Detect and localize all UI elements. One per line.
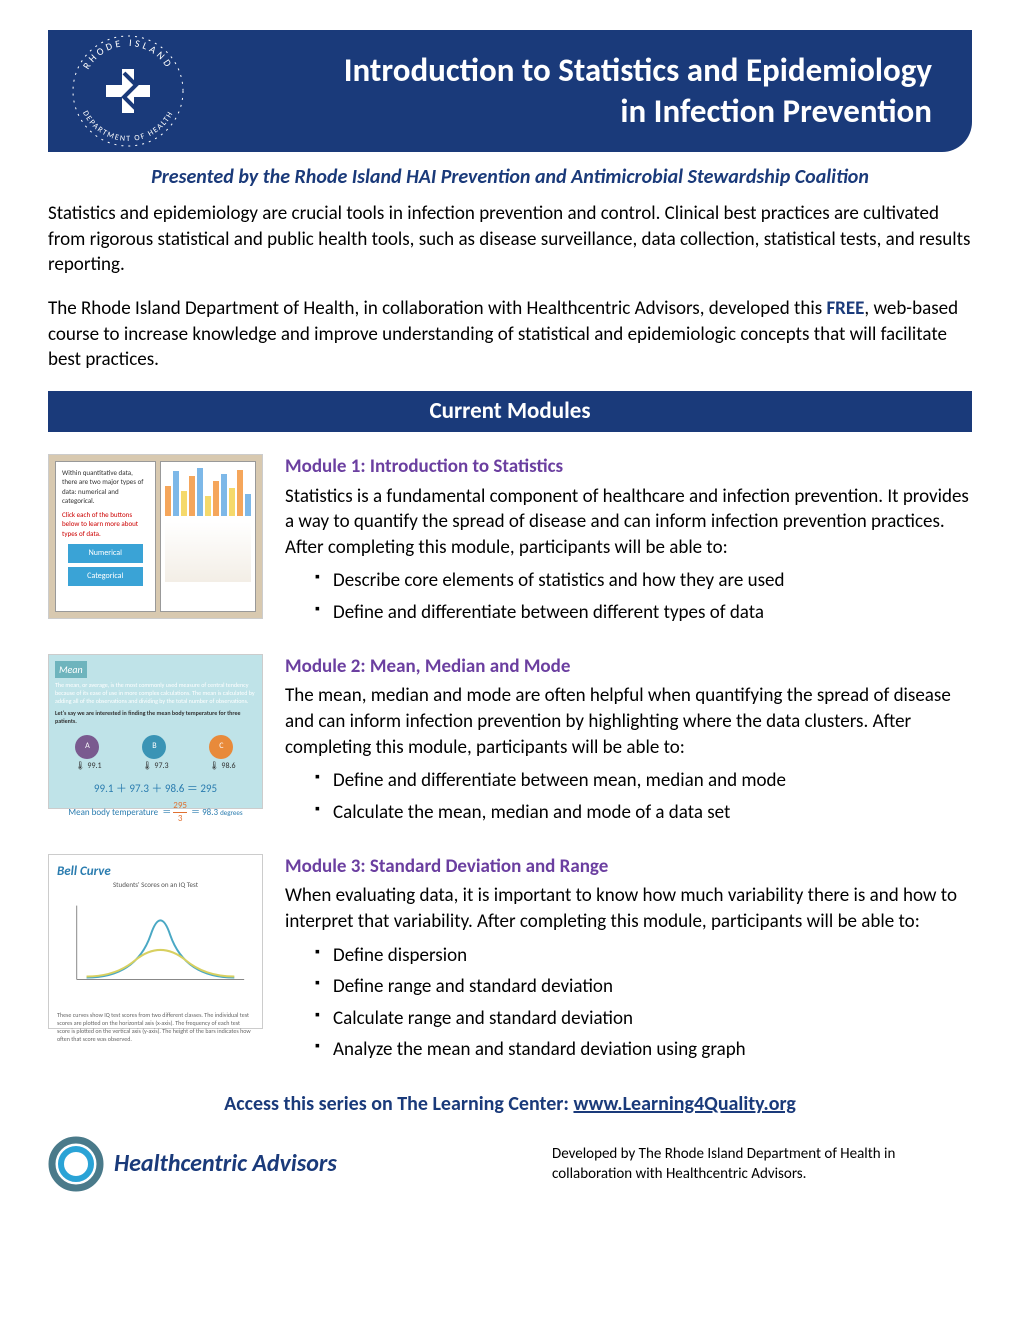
intro-para2: The Rhode Island Department of Health, i… [48,296,972,373]
module-2-bullets: Define and differentiate between mean, m… [285,768,972,825]
module-3-desc: When evaluating data, it is important to… [285,883,972,934]
svg-text:DEPARTMENT OF HEALTH: DEPARTMENT OF HEALTH [80,109,176,144]
access-prefix: Access this series on The Learning Cente… [224,1092,573,1116]
thumb2-result: 98.3 [202,807,218,818]
bullet-item: Describe core elements of statistics and… [315,568,972,594]
module-1-thumbnail: Within quantitative data, there are two … [48,454,263,619]
module-2-thumbnail: Mean The mean, or average, is the most c… [48,654,263,809]
thumb2-line: Let's say we are interested in finding t… [55,709,256,725]
free-word: FREE [826,297,864,320]
subtitle: Presented by the Rhode Island HAI Preven… [48,164,972,191]
access-link[interactable]: www.Learning4Quality.org [573,1092,795,1116]
footer-logo-text: Healthcentric Advisors [114,1148,337,1180]
header-title-line2: in Infection Prevention [223,91,932,132]
bullet-item: Define and differentiate between mean, m… [315,768,972,794]
module-1-desc: Statistics is a fundamental component of… [285,484,972,561]
bullet-item: Calculate range and standard deviation [315,1006,972,1032]
footer-credit: Developed by The Rhode Island Department… [552,1144,972,1185]
footer-logo: Healthcentric Advisors [48,1136,532,1192]
module-1-body: Module 1: Introduction to Statistics Sta… [285,454,972,632]
thumb2-frac-bot: 3 [173,813,187,825]
healthcentric-ring-icon [48,1136,104,1192]
intro-para1: Statistics and epidemiology are crucial … [48,201,972,278]
page-root: RHODE ISLAND DEPARTMENT OF HEALTH Introd… [0,0,1020,1212]
thumb2-frac-top: 295 [173,800,187,813]
thumb1-btn-categorical: Categorical [68,567,143,586]
header-title-line1: Introduction to Statistics and Epidemiol… [223,50,932,91]
module-3: Bell Curve Students' Scores on an IQ Tes… [48,854,972,1069]
thumb2-eq2: Mean body temperature ＝ 2953 ＝ 98.3 degr… [55,800,256,825]
intro-block: Statistics and epidemiology are crucial … [48,201,972,373]
module-1: Within quantitative data, there are two … [48,454,972,632]
footer: Healthcentric Advisors Developed by The … [48,1136,972,1192]
module-2-body: Module 2: Mean, Median and Mode The mean… [285,654,972,832]
bullet-item: Define and differentiate between differe… [315,600,972,626]
module-3-thumbnail: Bell Curve Students' Scores on an IQ Tes… [48,854,263,1029]
module-2-desc: The mean, median and mode are often help… [285,683,972,760]
module-2: Mean The mean, or average, is the most c… [48,654,972,832]
thumb3-bellcurve [57,890,254,1000]
thumb2-heading: Mean [55,661,87,679]
module-3-title: Module 3: Standard Deviation and Range [285,854,972,880]
bullet-item: Define dispersion [315,943,972,969]
thumb2-eq2-label: Mean body temperature [68,807,158,818]
intro-para2a: The Rhode Island Department of Health, i… [48,297,826,320]
logo-arc-bottom: DEPARTMENT OF HEALTH [80,109,176,144]
thumb1-text-red: Click each of the buttons below to learn… [62,510,149,538]
svg-text:RHODE ISLAND: RHODE ISLAND [80,36,177,72]
module-1-title: Module 1: Introduction to Statistics [285,454,972,480]
thumb1-bars [165,466,252,516]
section-bar-current-modules: Current Modules [48,391,972,432]
bullet-item: Define range and standard deviation [315,974,972,1000]
bullet-item: Analyze the mean and standard deviation … [315,1037,972,1063]
module-1-bullets: Describe core elements of statistics and… [285,568,972,625]
bullet-item: Calculate the mean, median and mode of a… [315,800,972,826]
logo-arc-top: RHODE ISLAND [80,36,177,72]
access-line: Access this series on The Learning Cente… [48,1091,972,1118]
module-3-body: Module 3: Standard Deviation and Range W… [285,854,972,1069]
module-2-title: Module 2: Mean, Median and Mode [285,654,972,680]
thumb1-hand-area [165,522,252,582]
module-3-bullets: Define dispersion Define range and standa… [285,943,972,1064]
header-title: Introduction to Statistics and Epidemiol… [223,50,932,133]
thumb1-text-top: Within quantitative data, there are two … [62,468,149,506]
thumb2-eq1: 99.1 ＋ 97.3 ＋ 98.6 ＝ 295 [55,782,256,797]
thumb2-sub: The mean, or average, is the most common… [55,681,256,705]
header-banner: RHODE ISLAND DEPARTMENT OF HEALTH Introd… [48,30,972,152]
thumb3-heading: Bell Curve [57,863,254,881]
thumb3-caption: These curves show IQ test scores from tw… [57,1011,254,1043]
thumb2-unit: degrees [220,808,243,817]
thumb3-sub: Students' Scores on an IQ Test [57,880,254,889]
ridoh-logo: RHODE ISLAND DEPARTMENT OF HEALTH [58,21,198,161]
thumb2-people: A🌡 99.1B🌡 97.3C🌡 98.6 [55,735,256,772]
thumb1-btn-numerical: Numerical [68,544,143,563]
